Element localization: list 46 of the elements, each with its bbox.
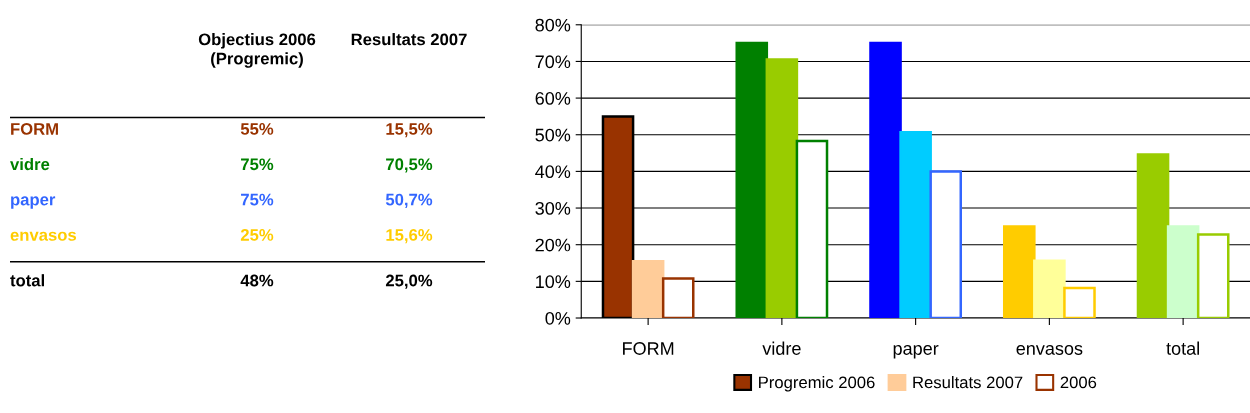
bar	[735, 41, 769, 319]
y-tick-label: 80%	[535, 18, 571, 32]
y-tick-label: 60%	[535, 92, 571, 105]
category-label: total	[10, 274, 44, 287]
bar	[929, 170, 963, 319]
text: 25%	[240, 229, 274, 241]
text: 75%	[241, 158, 274, 171]
y-tick-label: 30%	[535, 201, 571, 215]
text: 50,7%	[385, 193, 433, 208]
category-label: vidre	[10, 157, 50, 171]
x-tick-label: total	[1166, 341, 1199, 355]
bar	[631, 259, 665, 319]
y-tick-label: 10%	[536, 275, 571, 289]
legend-label: Progremic 2006	[759, 376, 875, 392]
legend-label: Resultats 2007	[913, 376, 1023, 389]
bar	[1033, 259, 1066, 319]
category-label: FORM	[11, 123, 58, 135]
text: 48%	[240, 274, 274, 287]
x-tick-label: envasos	[1016, 344, 1083, 355]
bar	[1196, 233, 1230, 319]
bar	[899, 130, 932, 319]
bar	[1166, 225, 1200, 319]
bar	[795, 139, 829, 319]
bar	[1002, 225, 1036, 319]
text: 25,0%	[385, 274, 433, 289]
y-tick-label: 40%	[535, 165, 571, 179]
y-tick-label: 70%	[535, 55, 571, 69]
text: 55%	[240, 123, 274, 135]
bar	[661, 277, 695, 319]
bar	[1063, 286, 1096, 319]
x-tick-label: vidre	[762, 341, 801, 355]
text: Objectius 2006 (Progremic)	[198, 33, 316, 68]
y-tick-label: 20%	[535, 238, 571, 252]
text: 70,5%	[386, 158, 433, 173]
y-tick-label: 0%	[545, 311, 571, 325]
text: 15,6%	[386, 229, 433, 244]
text: 75%	[241, 193, 274, 206]
bar	[869, 41, 902, 319]
text: 15,5%	[386, 123, 433, 138]
text: Resultats 2007	[351, 33, 467, 46]
x-tick-label: paper	[893, 344, 939, 359]
y-tick-label: 50%	[535, 128, 571, 142]
category-label: paper	[11, 196, 56, 209]
legend-label: 2006	[1060, 376, 1097, 389]
x-tick-label: FORM	[623, 342, 674, 355]
category-label: envasos	[10, 231, 77, 241]
